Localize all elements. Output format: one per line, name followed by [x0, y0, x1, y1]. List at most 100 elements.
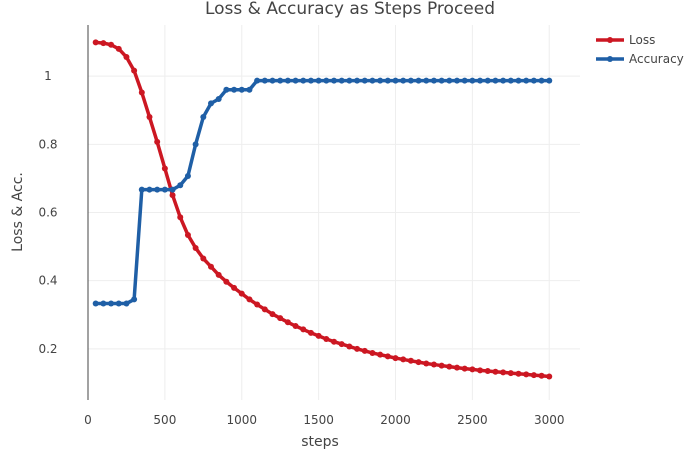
loss-point — [284, 319, 291, 326]
accuracy-point — [138, 186, 145, 193]
loss-point — [277, 315, 284, 322]
loss-point — [315, 332, 322, 339]
accuracy-point — [331, 77, 337, 84]
loss-point — [400, 356, 407, 363]
series-accuracy — [92, 77, 553, 307]
loss-point — [254, 301, 261, 308]
loss-point — [546, 373, 553, 380]
accuracy-point — [131, 296, 138, 303]
loss-point — [523, 371, 530, 378]
x-tick-label: 2000 — [380, 413, 411, 427]
loss-point — [446, 363, 453, 370]
loss-point — [115, 45, 122, 52]
loss-point — [469, 366, 476, 373]
loss-point — [138, 89, 145, 96]
accuracy-point — [430, 77, 437, 84]
loss-point — [515, 370, 522, 377]
accuracy-point — [123, 300, 130, 307]
legend-swatch-marker — [607, 37, 613, 43]
loss-point — [100, 40, 107, 47]
loss-point — [131, 67, 138, 74]
legend: Loss Accuracy — [596, 33, 684, 66]
accuracy-point — [323, 77, 330, 84]
accuracy-point — [423, 77, 430, 84]
y-tick-label: 1 — [44, 69, 52, 83]
loss-point — [423, 360, 430, 367]
loss-point — [461, 365, 468, 372]
accuracy-point — [115, 300, 122, 307]
accuracy-point — [515, 77, 522, 84]
legend-item-loss[interactable]: Loss — [596, 33, 655, 47]
accuracy-point — [346, 77, 353, 84]
loss-point — [392, 355, 399, 362]
loss-point — [484, 368, 491, 375]
accuracy-point — [154, 186, 161, 193]
loss-point — [231, 284, 238, 291]
loss-point — [269, 311, 276, 318]
accuracy-point — [92, 300, 99, 307]
x-tick-label: 2500 — [457, 413, 488, 427]
accuracy-point — [469, 77, 476, 84]
loss-point — [338, 341, 345, 348]
accuracy-point — [292, 77, 299, 84]
loss-point — [507, 370, 514, 377]
accuracy-point — [238, 86, 245, 93]
legend-item-accuracy[interactable]: Accuracy — [596, 52, 684, 66]
accuracy-point — [523, 77, 530, 84]
loss-point — [208, 263, 214, 270]
loss-point — [354, 345, 361, 352]
loss-point — [123, 54, 130, 61]
accuracy-point — [530, 77, 537, 84]
x-tick-label: 3000 — [534, 413, 565, 427]
accuracy-point — [254, 77, 261, 84]
loss-point — [292, 323, 299, 330]
loss-point — [369, 349, 376, 356]
grid — [88, 25, 580, 400]
loss-line — [93, 40, 551, 379]
accuracy-point — [477, 77, 484, 84]
legend-label: Accuracy — [629, 52, 684, 66]
loss-point — [323, 335, 330, 342]
accuracy-point — [284, 77, 291, 84]
chart-title: Loss & Accuracy as Steps Proceed — [205, 0, 495, 19]
loss-point — [477, 367, 484, 374]
accuracy-point — [446, 77, 453, 84]
loss-point — [146, 114, 153, 121]
loss-point — [438, 362, 445, 369]
accuracy-point — [215, 95, 222, 102]
accuracy-point — [223, 86, 230, 93]
loss-point — [246, 296, 253, 303]
y-tick-label: 0.8 — [38, 137, 57, 151]
loss-point — [415, 359, 422, 366]
accuracy-point — [384, 77, 391, 84]
accuracy-point — [208, 100, 214, 107]
y-tick-label: 0.4 — [38, 274, 57, 288]
loss-point — [300, 326, 307, 333]
accuracy-point — [415, 77, 422, 84]
accuracy-point — [338, 77, 345, 84]
accuracy-point — [246, 86, 253, 93]
accuracy-point — [100, 300, 107, 307]
loss-point — [223, 278, 230, 285]
accuracy-point — [146, 186, 153, 193]
accuracy-point — [184, 173, 191, 180]
accuracy-point — [461, 77, 468, 84]
accuracy-point — [361, 77, 368, 84]
accuracy-point — [392, 77, 399, 84]
accuracy-point — [300, 77, 307, 84]
loss-point — [430, 361, 437, 368]
loss-point — [92, 39, 99, 46]
loss-point — [161, 165, 168, 172]
loss-point — [530, 372, 537, 379]
accuracy-point — [169, 186, 176, 193]
accuracy-point — [454, 77, 460, 84]
y-tick-label: 0.2 — [38, 342, 57, 356]
accuracy-point — [377, 77, 384, 84]
accuracy-point — [354, 77, 361, 84]
legend-label: Loss — [629, 33, 655, 47]
accuracy-point — [200, 114, 207, 121]
accuracy-point — [438, 77, 445, 84]
loss-point — [215, 271, 222, 278]
accuracy-point — [269, 77, 276, 84]
